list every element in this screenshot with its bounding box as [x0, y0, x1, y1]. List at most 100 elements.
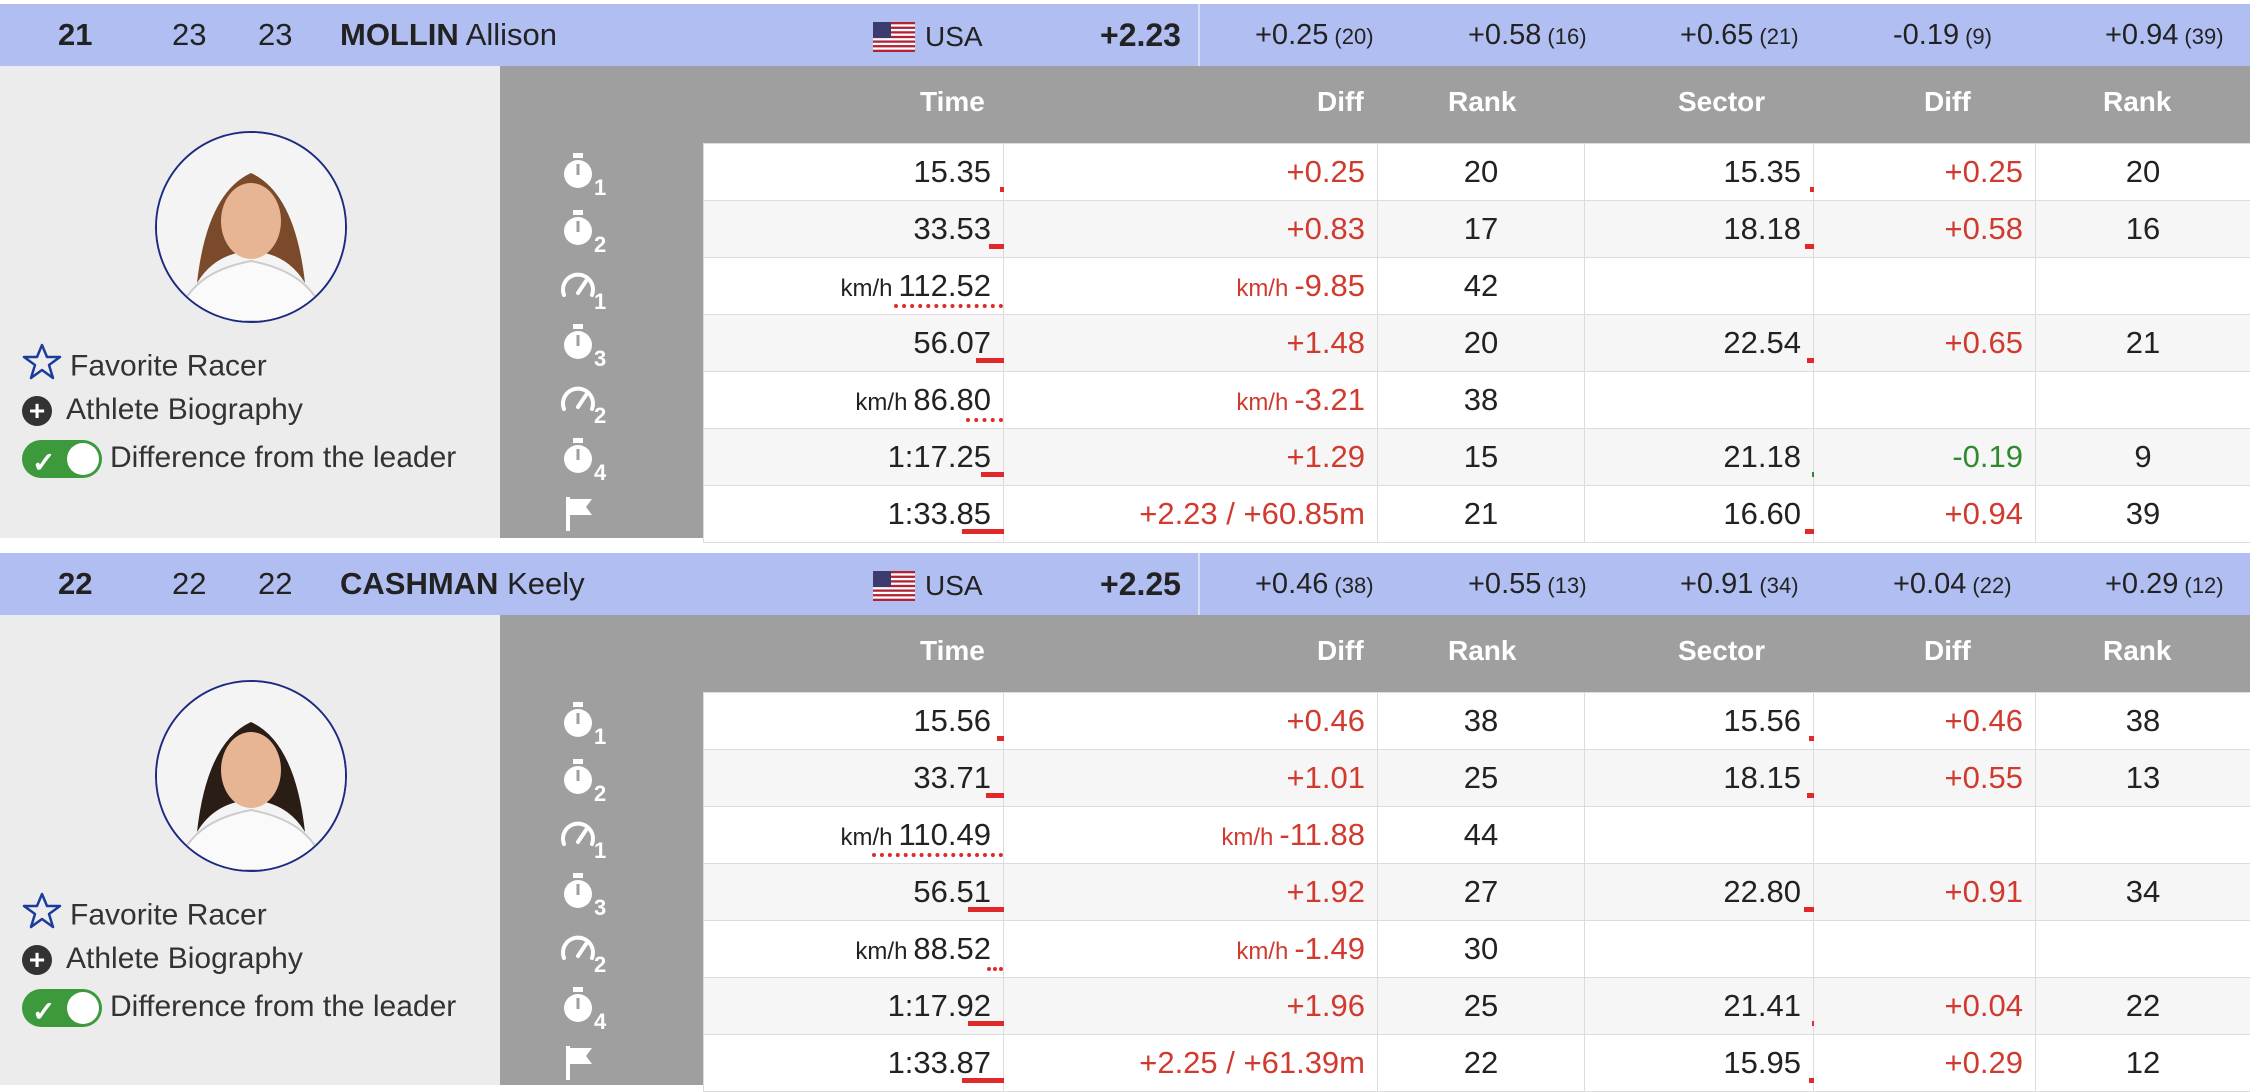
time-cell: 15.35: [704, 144, 1004, 201]
sector-diff-cell: [1814, 372, 2036, 429]
gap-bar: [968, 1021, 1005, 1026]
sector-cell: 18.18: [1585, 201, 1814, 258]
sector-cell: 22.80: [1585, 864, 1814, 921]
col-sector-diff: Diff: [1924, 86, 1971, 118]
usa-flag-icon: [873, 22, 915, 52]
rank-cell: 38: [1378, 693, 1585, 750]
sector-cell: [1585, 372, 1814, 429]
diff-cell: +1.48: [1004, 315, 1378, 372]
stopwatch-icon: 2: [558, 208, 598, 248]
sector-rank-cell: 39: [2036, 486, 2250, 543]
speedometer-icon: 2: [558, 928, 598, 968]
rank-cell: 17: [1378, 201, 1585, 258]
stopwatch-icon: 4: [558, 985, 598, 1025]
sector-diff-cell: +0.46: [1814, 693, 2036, 750]
diff-cell: km/h-11.88: [1004, 807, 1378, 864]
diff-cell: km/h-3.21: [1004, 372, 1378, 429]
sector-rank-cell: 9: [2036, 429, 2250, 486]
split-diff: +0.46(38): [1255, 553, 1374, 617]
avatar: [155, 131, 347, 323]
star-icon: [22, 891, 62, 942]
final-rank: 22: [58, 553, 92, 615]
col-rank: Rank: [1448, 86, 1516, 118]
time-cell: 15.56: [704, 693, 1004, 750]
sector-diff-cell: +0.29: [1814, 1035, 2036, 1092]
toggle-switch[interactable]: ✓: [22, 440, 102, 478]
sector-cell: 15.95: [1585, 1035, 1814, 1092]
col-sector: Sector: [1678, 635, 1765, 667]
rank-cell: 25: [1378, 750, 1585, 807]
finish-flag-icon: [558, 493, 598, 533]
star-icon: [22, 342, 62, 393]
sector-cell: [1585, 921, 1814, 978]
col-sector: Sector: [1678, 86, 1765, 118]
athlete-details: Favorite Racer+Athlete Biography ✓Differe…: [0, 615, 2250, 1085]
diff-from-leader-toggle[interactable]: ✓Difference from the leader: [22, 438, 456, 478]
speed-unit: km/h: [840, 824, 892, 851]
col-sector-diff: Diff: [1924, 635, 1971, 667]
sector-rank-cell: 22: [2036, 978, 2250, 1035]
split-diff: +0.58(16): [1468, 4, 1587, 68]
diff-from-leader-toggle[interactable]: ✓Difference from the leader: [22, 987, 456, 1027]
athlete-name: MOLLIN Allison: [340, 4, 557, 66]
rank-cell: 44: [1378, 807, 1585, 864]
gap-bar: [962, 529, 1005, 534]
gap-bar: [894, 304, 1003, 308]
diff-cell: +0.46: [1004, 693, 1378, 750]
time-cell: 33.53: [704, 201, 1004, 258]
diff-cell: +1.92: [1004, 864, 1378, 921]
col-diff: Diff: [1317, 635, 1364, 667]
sector-diff-cell: [1814, 258, 2036, 315]
time-cell: 1:17.92: [704, 978, 1004, 1035]
plus-circle-icon: +: [22, 396, 52, 426]
gap-bar: [987, 967, 1003, 971]
diff-cell: +0.25: [1004, 144, 1378, 201]
sector-diff-cell: [1814, 807, 2036, 864]
gap-bar: [981, 472, 1005, 477]
speed-unit: km/h: [1221, 824, 1273, 851]
rank-cell: 42: [1378, 258, 1585, 315]
header-divider: [1198, 553, 1200, 615]
check-icon: ✓: [32, 443, 55, 483]
sector-diff-cell: +0.91: [1814, 864, 2036, 921]
stopwatch-icon: 3: [558, 871, 598, 911]
diff-cell: km/h-1.49: [1004, 921, 1378, 978]
toggle-switch[interactable]: ✓: [22, 989, 102, 1027]
sector-diff-cell: +0.55: [1814, 750, 2036, 807]
total-diff: +2.23: [1100, 4, 1181, 66]
athlete-biography-link[interactable]: +Athlete Biography: [22, 390, 303, 430]
sector-rank-cell: [2036, 921, 2250, 978]
speed-unit: km/h: [1236, 389, 1288, 416]
gap-bar: [976, 358, 1005, 363]
sector-rank-cell: 12: [2036, 1035, 2250, 1092]
final-rank: 21: [58, 4, 92, 66]
time-cell: 1:33.87: [704, 1035, 1004, 1092]
sector-rank-cell: [2036, 807, 2250, 864]
speed-unit: km/h: [1236, 275, 1288, 302]
sector-rank-cell: 16: [2036, 201, 2250, 258]
diff-cell: +1.29: [1004, 429, 1378, 486]
stopwatch-icon: 4: [558, 436, 598, 476]
athlete-biography-link[interactable]: +Athlete Biography: [22, 939, 303, 979]
col-time: Time: [920, 86, 985, 118]
favorite-racer-toggle[interactable]: Favorite Racer: [22, 342, 267, 393]
sector-cell: 15.56: [1585, 693, 1814, 750]
total-diff: +2.25: [1100, 553, 1181, 615]
stopwatch-icon: 2: [558, 757, 598, 797]
favorite-racer-toggle[interactable]: Favorite Racer: [22, 891, 267, 942]
sector-rank-cell: [2036, 258, 2250, 315]
